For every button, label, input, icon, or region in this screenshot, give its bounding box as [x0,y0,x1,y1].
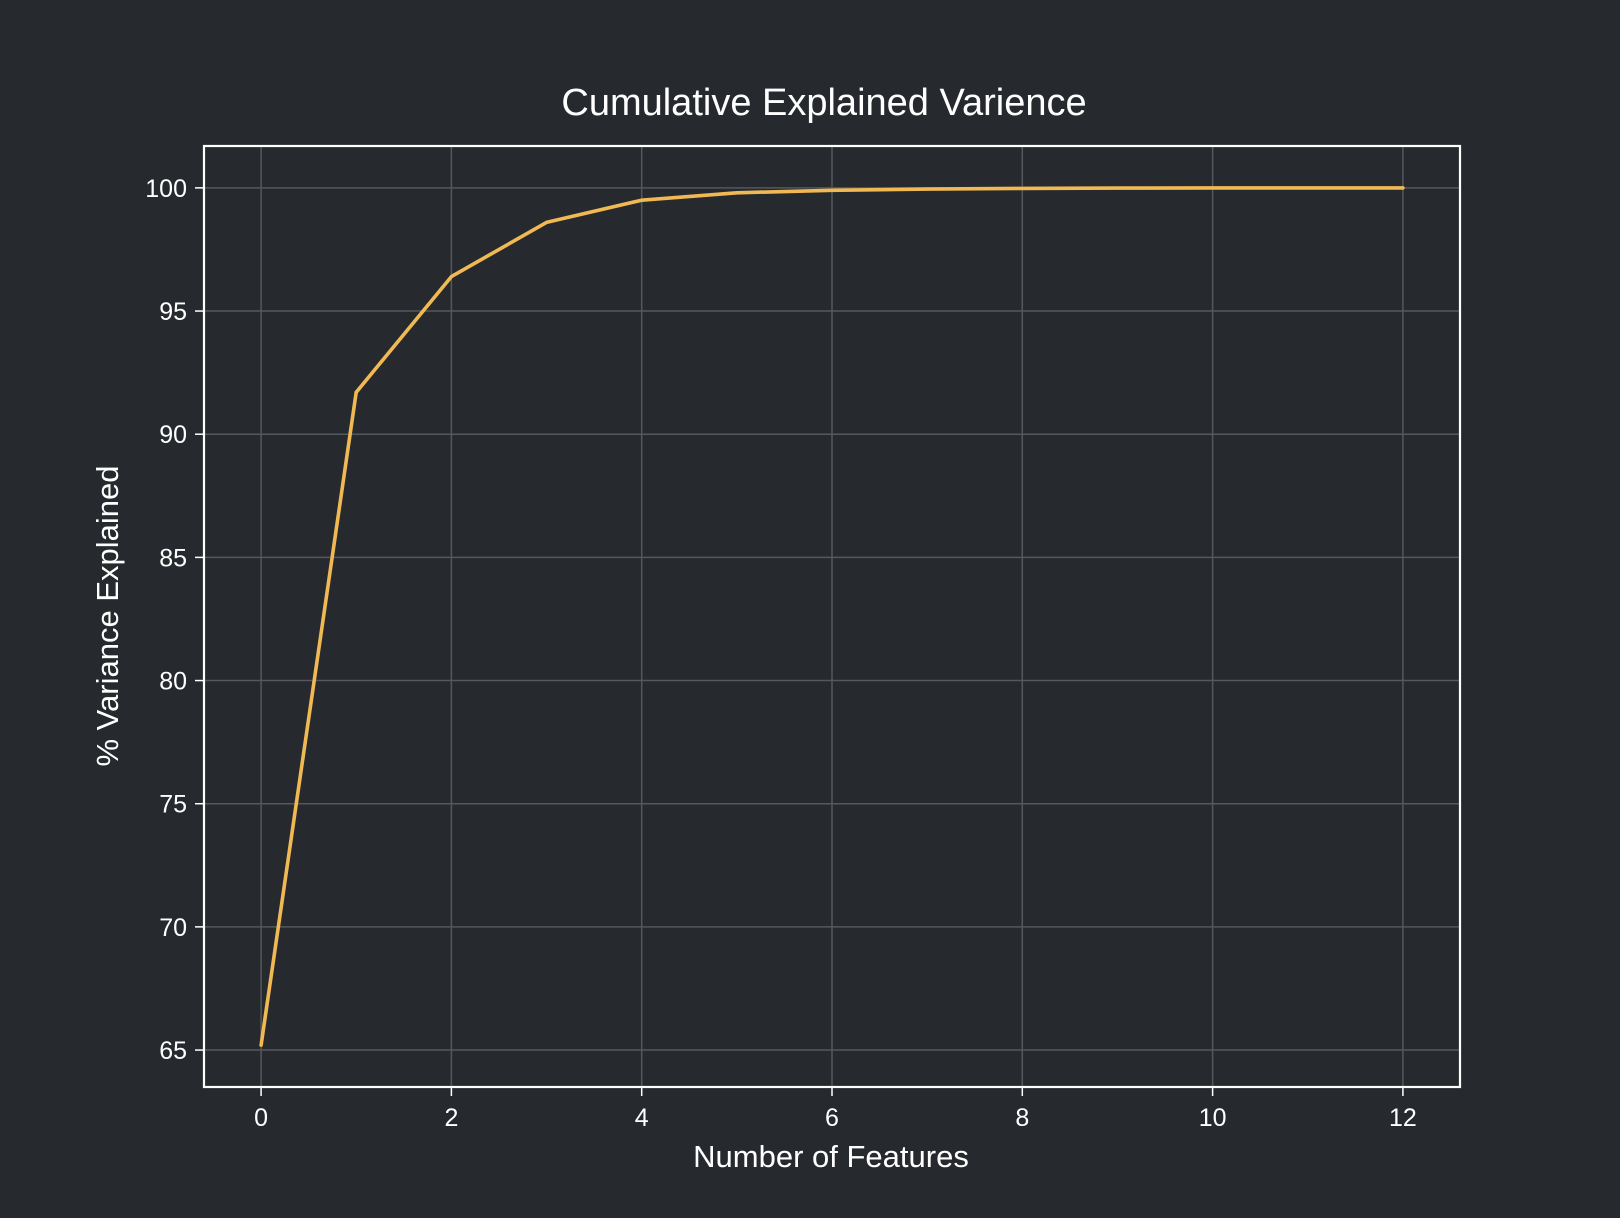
y-tick-label: 90 [159,421,187,449]
grid-lines [204,146,1460,1087]
x-tick-label: 6 [825,1104,839,1132]
y-tick-label: 100 [145,175,187,203]
series-group [259,186,1405,1047]
y-tick-label: 80 [159,668,187,696]
y-tick-label: 85 [159,544,187,572]
y-tick-label: 70 [159,914,187,942]
y-axis-label: % Variance Explained [90,466,125,767]
x-tick-label: 8 [1015,1104,1029,1132]
x-tick-label: 0 [254,1104,268,1132]
y-tick-label: 65 [159,1037,187,1065]
x-tick-label: 2 [444,1104,458,1132]
plot-frame [202,144,1462,1089]
y-tick-label: 95 [159,298,187,326]
axis-ticks: 0 2 4 6 8 10 12 65 70 75 80 85 90 95 100 [145,175,1417,1132]
x-axis-label: Number of Features [693,1139,969,1174]
x-tick-label: 4 [635,1104,649,1132]
x-tick-label: 12 [1389,1104,1417,1132]
x-tick-label: 10 [1199,1104,1227,1132]
chart-title: Cumulative Explained Varience [561,82,1086,124]
y-tick-label: 75 [159,791,187,819]
